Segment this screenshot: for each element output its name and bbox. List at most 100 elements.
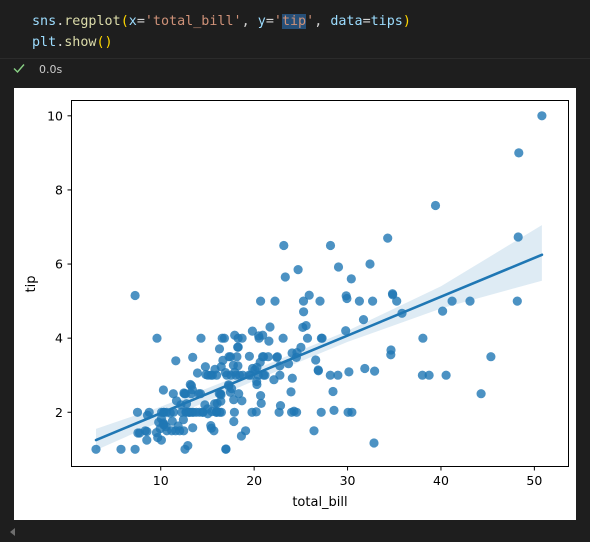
data-point [280,272,290,282]
dot: . [56,35,65,50]
x-value: 'total_bill' [144,14,242,29]
data-point [514,148,524,158]
data-point [275,401,286,411]
data-point [237,396,247,406]
data-point [346,274,356,284]
data-point [311,355,321,365]
data-point [156,435,166,445]
data-point [265,322,275,332]
data-point [183,441,193,451]
data-point [325,240,336,251]
data-point [278,333,288,343]
data-point [152,333,162,343]
data-point [513,232,523,242]
data-point [258,330,268,340]
data-point [386,345,396,355]
data-point [212,370,222,380]
data-point [221,444,231,454]
data-point [233,361,243,371]
data-point [142,435,152,445]
data-point [441,370,451,380]
data-point [360,363,370,374]
x-tick-label: 10 [153,473,169,488]
data-point [301,321,311,331]
equals: = [265,14,274,29]
data-point [232,352,242,362]
data-point [233,342,243,352]
data-point [241,426,251,436]
data-point [430,200,441,211]
quote: ' [273,14,282,29]
data-point [171,356,181,366]
data-point [317,333,327,343]
data-point [438,306,448,316]
axes-frame [71,100,569,467]
plot-background [14,88,576,520]
data-point [302,333,313,343]
data-point [512,296,522,306]
data-point [392,296,402,306]
data-point [264,336,274,346]
data-point [370,366,380,376]
x-tick-label: 40 [433,473,449,488]
data-point [279,240,289,251]
data-point [328,386,338,397]
data-point [342,293,352,304]
regplot-figure: 10 20 30 40 50 2 4 6 8 10 total_bill tip [14,88,576,520]
data-point [333,370,343,380]
kwarg-data: data [330,14,363,29]
data-point [325,370,335,380]
data-point [229,407,239,417]
data-point [260,370,270,380]
data-point [188,423,198,433]
data-point [347,407,357,417]
data-point [313,366,323,376]
data-point [251,407,261,417]
scroll-left-arrow-icon[interactable] [10,528,15,536]
code-editor[interactable]: sns.regplot(x='total_bill', y='tip', dat… [0,0,590,58]
data-point [219,333,229,343]
code-line-2[interactable]: plt.show() [32,35,113,50]
data-point [299,307,309,317]
execution-time: 0.0s [39,63,63,76]
data-point [292,407,302,417]
dot: . [56,14,65,29]
function-name: regplot [64,14,121,29]
data-point [447,296,457,306]
data-point [304,290,314,300]
data-point [365,259,375,269]
data-point [358,315,369,325]
y-axis-label: tip [24,276,39,293]
data-point [91,444,101,454]
data-point [168,389,178,399]
data-point [234,389,244,399]
separator: , [314,14,331,29]
data-point [256,391,266,401]
data-point [309,426,319,436]
data-point [465,296,475,306]
quote: ' [306,14,315,29]
open-paren: ( [120,14,129,29]
x-axis-label: total_bill [292,495,347,510]
data-point [142,426,152,437]
data-point [368,296,378,306]
equals: = [136,14,145,29]
data-point [383,233,393,243]
data-point [333,262,344,272]
data-point [256,296,266,306]
data-point [130,444,140,454]
data-point [275,370,285,380]
data-point [329,405,339,415]
y-tick-label: 8 [55,182,63,197]
data-point [196,333,206,343]
data-point [178,415,188,425]
data-point [188,352,198,362]
module-name: sns [32,14,57,29]
data-point [417,370,427,380]
data-point [132,407,143,417]
x-tick-label: 20 [246,473,262,488]
data-point [192,368,203,378]
code-line-1[interactable]: sns.regplot(x='total_bill', y='tip', dat… [32,14,411,29]
y-tick-label: 10 [47,108,63,123]
